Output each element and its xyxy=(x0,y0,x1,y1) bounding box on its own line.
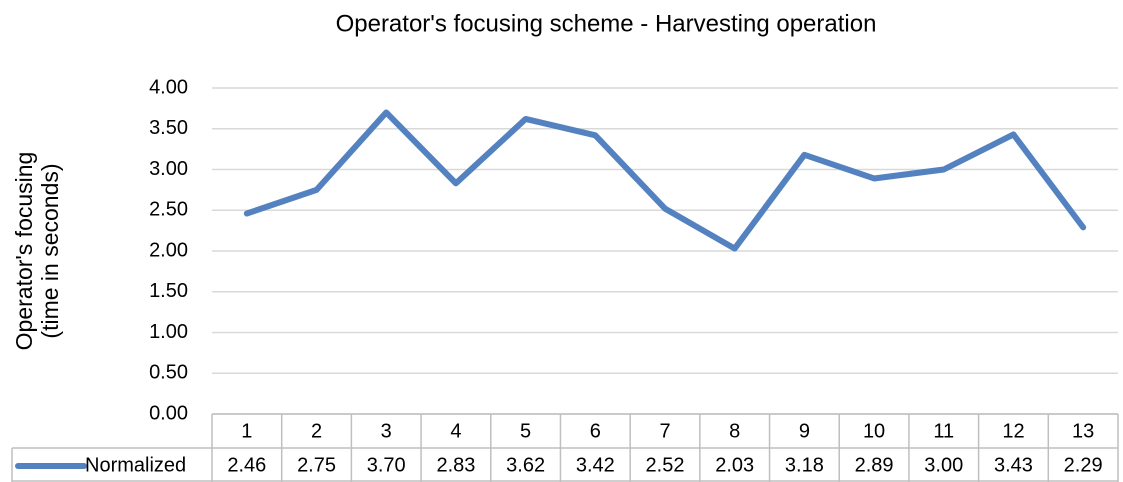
data-label: 2.83 xyxy=(436,454,475,476)
data-label: 2.03 xyxy=(715,454,754,476)
y-tick-label: 0.00 xyxy=(149,402,188,424)
chart-title: Operator's focusing scheme - Harvesting … xyxy=(336,10,877,37)
x-tick-label: 12 xyxy=(1002,420,1024,442)
y-tick-label: 4.00 xyxy=(149,76,188,98)
x-tick-label: 11 xyxy=(933,420,954,442)
x-tick-label: 9 xyxy=(799,420,810,442)
x-tick-label: 1 xyxy=(241,420,252,442)
legend-label: Normalized xyxy=(85,454,186,476)
y-tick-label: 0.50 xyxy=(149,362,188,384)
x-tick-label: 10 xyxy=(863,420,885,442)
y-tick-label: 1.00 xyxy=(149,321,188,343)
data-label: 3.00 xyxy=(924,454,963,476)
y-tick-label: 1.50 xyxy=(149,280,188,302)
data-label: 3.70 xyxy=(367,454,406,476)
x-tick-label: 2 xyxy=(311,420,322,442)
y-tick-label: 2.50 xyxy=(149,199,188,221)
data-label: 3.62 xyxy=(506,454,545,476)
data-label: 2.29 xyxy=(1064,454,1103,476)
data-label: 3.42 xyxy=(576,454,615,476)
data-label: 3.18 xyxy=(785,454,824,476)
data-label: 2.75 xyxy=(297,454,336,476)
y-axis-label: Operator's focusing (time in seconds) xyxy=(11,152,63,351)
x-tick-label: 7 xyxy=(659,420,670,442)
x-tick-label: 8 xyxy=(729,420,740,442)
x-tick-label: 3 xyxy=(381,420,392,442)
data-label: 2.46 xyxy=(227,454,266,476)
data-label: 2.52 xyxy=(646,454,685,476)
y-axis-label-line: Operator's focusing xyxy=(11,152,37,351)
data-label: 3.43 xyxy=(994,454,1033,476)
data-label: 2.89 xyxy=(855,454,894,476)
x-tick-label: 4 xyxy=(450,420,461,442)
x-tick-label: 13 xyxy=(1072,420,1094,442)
y-tick-label: 3.00 xyxy=(149,158,188,180)
series-line xyxy=(243,109,1087,252)
x-tick-label: 6 xyxy=(590,420,601,442)
y-axis-label-line: (time in seconds) xyxy=(37,163,63,338)
y-tick-label: 2.00 xyxy=(149,239,188,261)
x-tick-label: 5 xyxy=(520,420,531,442)
y-tick-label: 3.50 xyxy=(149,117,188,139)
